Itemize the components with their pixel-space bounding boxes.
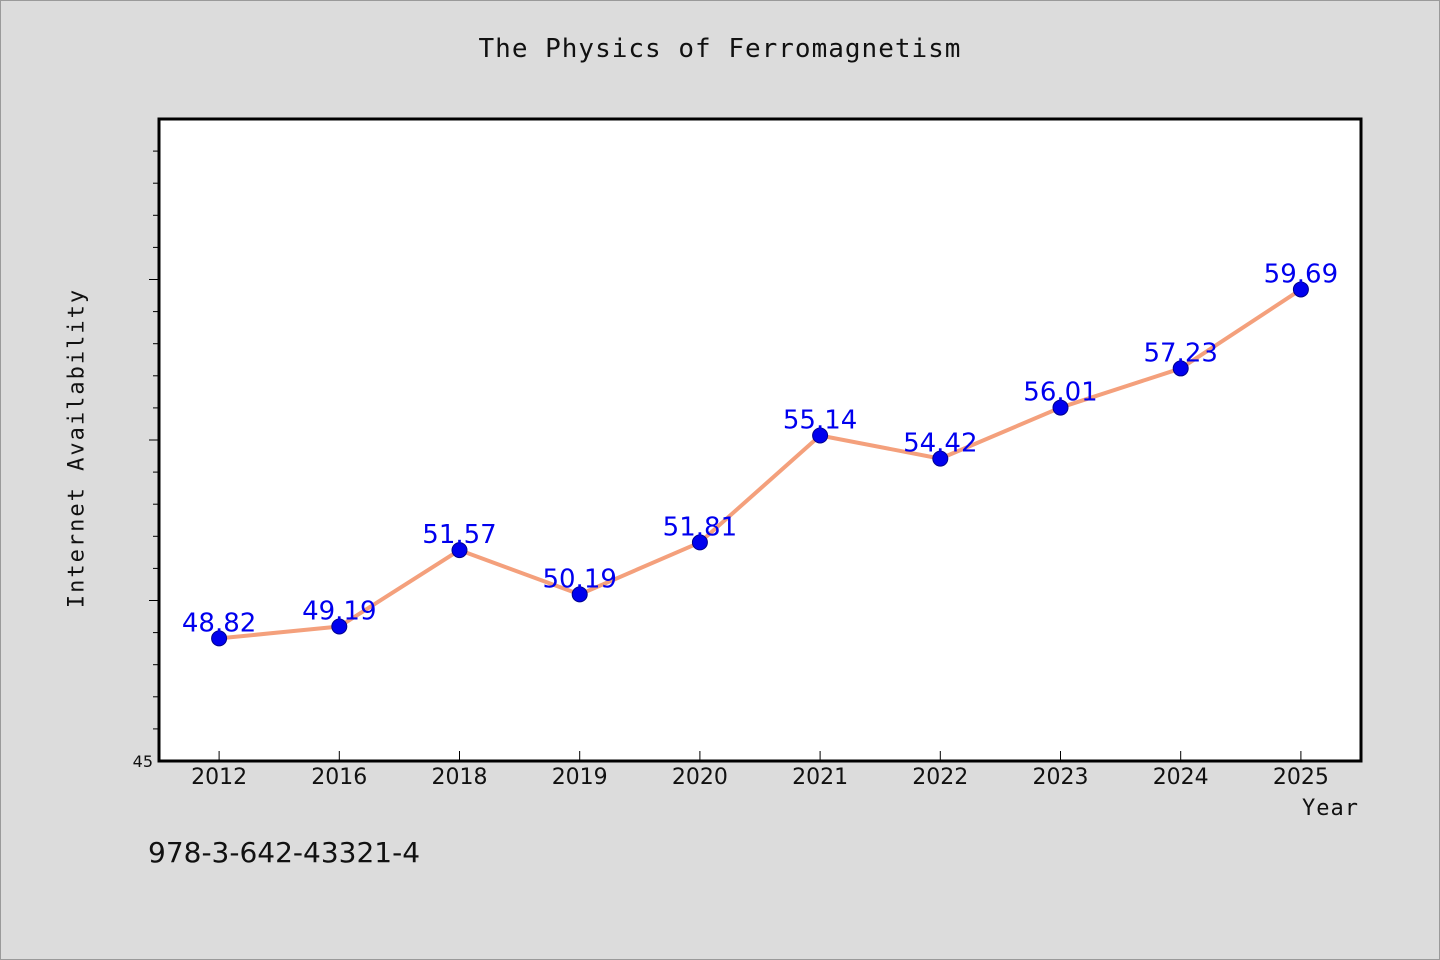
data-label: 56.01 xyxy=(1023,378,1097,408)
chart-title: The Physics of Ferromagnetism xyxy=(478,34,962,64)
x-tick-label: 2020 xyxy=(672,765,728,790)
x-axis-ticks: 2012 2016 2018 2019 2020 2021 2022 2023 2024 2025 xyxy=(191,751,1329,790)
data-point xyxy=(571,586,588,603)
series-line xyxy=(218,287,1302,641)
x-tick-label: 2016 xyxy=(311,765,367,790)
data-point xyxy=(211,630,228,647)
data-label: 49.19 xyxy=(302,597,376,627)
data-label: 51.57 xyxy=(422,520,496,550)
data-point xyxy=(1292,281,1309,298)
y-tick-label: 45 xyxy=(133,752,153,771)
data-point xyxy=(451,542,468,559)
data-label: 59.69 xyxy=(1264,259,1338,289)
x-tick-label: 2025 xyxy=(1273,765,1329,790)
data-point xyxy=(691,534,708,551)
data-label: 57.23 xyxy=(1143,338,1217,368)
series-layer: 48.82 49.19 51.57 50.19 51.81 55.14 54.42 56.01… xyxy=(182,259,1338,647)
data-label: 51.81 xyxy=(663,512,737,542)
data-point xyxy=(331,618,348,635)
data-point xyxy=(932,450,949,467)
data-point xyxy=(1052,399,1069,416)
x-tick-label: 2021 xyxy=(792,765,848,790)
data-point xyxy=(1172,360,1189,377)
plot-area xyxy=(157,117,1363,763)
x-tick-label: 2024 xyxy=(1153,765,1209,790)
x-tick-label: 2019 xyxy=(552,765,608,790)
data-point xyxy=(812,427,829,444)
isbn-footer: 978-3-642-43321-4 xyxy=(148,836,421,869)
data-label: 50.19 xyxy=(542,564,616,594)
data-label: 55.14 xyxy=(783,406,857,436)
data-label: 54.42 xyxy=(903,429,977,459)
data-label: 48.82 xyxy=(182,608,256,638)
x-axis-label: Year xyxy=(1302,796,1359,821)
x-tick-label: 2023 xyxy=(1033,765,1089,790)
x-tick-label: 2022 xyxy=(912,765,968,790)
x-tick-label: 2018 xyxy=(432,765,488,790)
y-axis-ticks: 45 xyxy=(133,150,159,771)
x-tick-label: 2012 xyxy=(191,765,247,790)
